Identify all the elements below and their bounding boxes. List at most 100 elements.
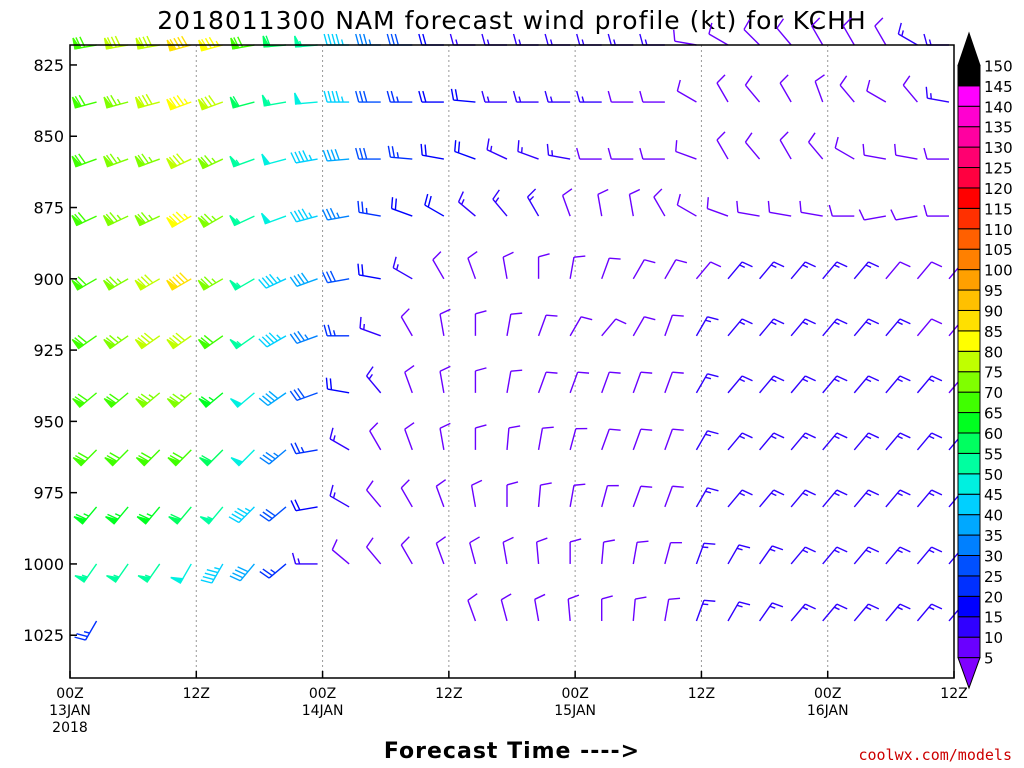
wind-barb <box>103 392 129 408</box>
wind-barb <box>776 18 792 46</box>
wind-barb <box>103 153 129 168</box>
wind-barb <box>387 145 413 160</box>
wind-barb <box>607 33 634 46</box>
wind-barb <box>569 371 590 394</box>
credit-text: coolwx.com/models <box>858 746 1012 764</box>
wind-barb <box>439 308 451 336</box>
wind-barb <box>439 365 451 393</box>
wind-barb <box>885 603 911 622</box>
wind-barb <box>916 432 943 451</box>
wind-barb <box>727 489 753 508</box>
wind-barb <box>167 449 192 467</box>
y-axis: 825 850 875 900 925 950 975 1000 1025 <box>23 56 77 645</box>
wind-barb <box>601 428 621 451</box>
wind-barb <box>365 480 382 508</box>
y-tick-label: 825 <box>33 56 64 75</box>
colorbar-swatch <box>957 554 981 577</box>
wind-barb <box>853 318 880 337</box>
wind-barb <box>695 316 719 337</box>
wind-barb <box>916 261 943 280</box>
colorbar-label: 50 <box>984 466 1003 484</box>
wind-barb <box>492 189 508 217</box>
wind-barb <box>561 188 573 217</box>
wind-barb <box>506 481 519 507</box>
wind-barb <box>708 22 729 46</box>
wind-barbs <box>71 17 974 641</box>
wind-barb <box>828 204 855 217</box>
y-tick-label: 975 <box>33 484 64 503</box>
wind-barb <box>736 200 760 217</box>
wind-barb <box>790 603 816 622</box>
colorbar-swatch <box>957 412 981 434</box>
wind-barb <box>290 499 318 512</box>
wind-barb <box>135 392 161 408</box>
wind-barb <box>653 188 666 217</box>
wind-barb <box>544 33 571 46</box>
wind-barb <box>902 75 918 103</box>
wind-barb <box>811 17 824 46</box>
colorbar-label: 25 <box>984 568 1003 586</box>
wind-barb <box>834 136 855 160</box>
wind-barb <box>664 541 682 565</box>
wind-barb <box>790 489 816 508</box>
wind-barb <box>329 427 350 451</box>
wind-barb <box>664 314 684 337</box>
wind-barb <box>807 132 824 160</box>
colorbar-swatch <box>957 146 981 169</box>
wind-barb <box>632 596 647 622</box>
wind-barb <box>822 489 848 508</box>
x-tick-label: 00Z <box>561 686 588 702</box>
colorbar-label: 150 <box>984 57 1013 75</box>
wind-barb <box>166 392 192 408</box>
wind-barb <box>435 536 447 565</box>
colorbar-swatch <box>957 330 981 352</box>
wind-barb <box>329 484 350 508</box>
wind-barb <box>229 392 255 408</box>
wind-barb <box>537 314 558 337</box>
wind-barb <box>695 487 719 508</box>
wind-barb <box>197 276 224 291</box>
wind-barb <box>104 449 129 467</box>
wind-barb <box>102 276 129 291</box>
wind-barb <box>759 489 785 508</box>
wind-barb <box>822 318 848 337</box>
wind-barb <box>134 274 161 291</box>
colorbar-swatch <box>957 207 981 230</box>
wind-barb <box>664 597 681 622</box>
wind-barb <box>517 140 539 160</box>
colorbar-swatch <box>957 187 981 209</box>
wind-barb <box>916 489 943 508</box>
wind-barb <box>229 563 255 582</box>
wind-barb <box>229 335 255 350</box>
wind-barb <box>470 479 483 508</box>
wind-barb <box>259 449 287 465</box>
wind-barb <box>853 489 880 508</box>
colorbar-label: 100 <box>984 262 1013 280</box>
x-tick-date: 16JAN <box>807 703 849 719</box>
colorbar-label: 75 <box>984 364 1003 382</box>
wind-barb <box>134 93 160 109</box>
wind-barb <box>136 506 161 525</box>
colorbar-label: 90 <box>984 302 1003 320</box>
wind-barb <box>601 318 627 337</box>
wind-barb <box>357 200 381 217</box>
wind-barb <box>744 75 761 103</box>
wind-barb <box>432 251 445 280</box>
wind-barb <box>400 536 413 565</box>
y-tick-label: 925 <box>33 341 64 360</box>
wind-barb <box>632 428 653 451</box>
wind-barb <box>842 17 855 46</box>
wind-barb <box>767 200 792 217</box>
wind-barb <box>170 563 192 584</box>
wind-barb <box>258 390 287 407</box>
wind-barb <box>323 33 350 46</box>
wind-barb <box>72 392 98 408</box>
wind-barb <box>790 432 816 451</box>
wind-barb <box>259 506 287 522</box>
wind-barb <box>727 261 753 280</box>
y-tick-label: 875 <box>33 199 64 218</box>
wind-barb <box>355 90 381 103</box>
x-tick-label: 12Z <box>183 686 210 702</box>
wind-barb <box>369 422 382 451</box>
wind-barb <box>481 90 507 103</box>
